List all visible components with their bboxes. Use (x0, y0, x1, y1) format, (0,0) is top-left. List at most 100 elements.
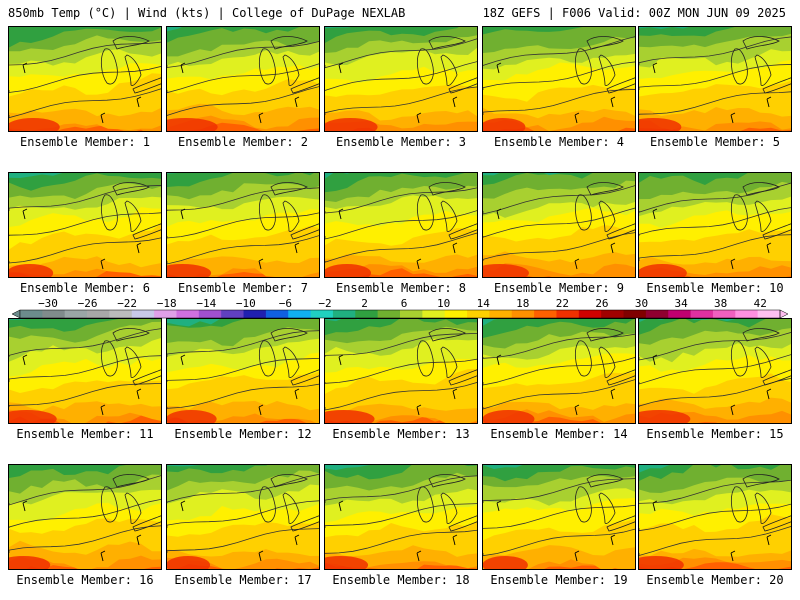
isotherm-contour (639, 36, 791, 65)
colorbar-tick-label: −26 (78, 297, 98, 310)
ensemble-member-map (324, 318, 478, 424)
isotherm-contour (325, 358, 477, 384)
temperature-band (325, 173, 477, 209)
lake-outline (586, 474, 624, 488)
ensemble-member-map (482, 172, 636, 278)
wind-barb (652, 62, 658, 74)
lake-outline (731, 486, 748, 523)
warm-spot (483, 264, 529, 277)
temperature-field (639, 319, 791, 423)
lake-outline (598, 200, 616, 232)
lake-outline (731, 194, 748, 231)
isotherm-contour (639, 526, 791, 556)
warm-spot (325, 556, 369, 569)
lake-outline (132, 223, 161, 240)
colorbar-tick-label: 38 (714, 297, 727, 310)
wind-barb (338, 62, 344, 74)
wind-barb (100, 258, 106, 270)
isotherm-contour (483, 232, 635, 261)
temperature-field (483, 173, 635, 277)
temperature-band (639, 173, 791, 195)
lake-outline (586, 182, 624, 196)
lake-outline (290, 223, 319, 240)
warm-spot (167, 410, 217, 423)
lake-outline (282, 54, 300, 86)
temperature-field (639, 173, 791, 277)
ensemble-member-map (638, 464, 792, 570)
lake-outline (440, 492, 458, 524)
colorbar-tick-label: 18 (516, 297, 529, 310)
member-caption: Ensemble Member: 5 (649, 135, 781, 149)
temperature-band (167, 465, 319, 478)
lake-outline (731, 340, 748, 377)
colorbar-tick-label: −30 (38, 297, 58, 310)
colorbar-swatch (467, 310, 490, 318)
warm-spot (167, 556, 211, 569)
isotherm-contour (167, 528, 319, 553)
temperature-field (483, 319, 635, 423)
temperature-band (167, 173, 319, 206)
member-caption: Ensemble Member: 13 (332, 427, 470, 441)
temperature-field (325, 319, 477, 423)
lake-outline (132, 369, 161, 386)
colorbar-swatch (221, 310, 245, 318)
temperature-band (483, 27, 635, 63)
wind-barb (22, 62, 28, 74)
lake-outline (575, 194, 592, 231)
isotherm-contour (167, 187, 319, 211)
isotherm-contour (325, 210, 477, 240)
lake-outline (270, 36, 308, 50)
member-caption: Ensemble Member: 12 (174, 427, 312, 441)
temperature-band (639, 27, 791, 49)
lake-outline (428, 474, 466, 488)
wind-barb (22, 208, 28, 220)
lake-outline (762, 369, 791, 386)
colorbar-tick-label: 6 (401, 297, 408, 310)
wind-barb (730, 550, 736, 562)
colorbar-tick-label: −2 (318, 297, 331, 310)
lake-outline (270, 328, 308, 342)
lake-outline (742, 182, 780, 196)
isotherm-contour (9, 185, 161, 211)
lake-outline (417, 340, 434, 377)
member-caption: Ensemble Member: 6 (19, 281, 151, 295)
lake-outline (428, 36, 466, 50)
member-caption: Ensemble Member: 3 (335, 135, 467, 149)
colorbar-swatch (422, 310, 446, 318)
temperature-band (167, 319, 319, 339)
isotherm-contour (9, 41, 161, 66)
colorbar-tick-label: −6 (279, 297, 292, 310)
lake-outline (440, 346, 458, 378)
isotherm-contour (483, 504, 635, 529)
isotherm-contour (167, 500, 319, 528)
member-caption: Ensemble Member: 4 (493, 135, 625, 149)
temperature-colorbar: −30 −26 −22 −18 −14 −10 −6 −2 2 6 10 14 18 22 26 30 34 38… (11, 297, 789, 319)
colorbar-swatch (87, 310, 110, 318)
temperature-band (167, 27, 319, 49)
isotherm-contour (639, 354, 791, 385)
colorbar-swatch (668, 310, 692, 318)
warm-spot (483, 410, 535, 423)
wind-barb (452, 388, 458, 400)
lake-outline (112, 328, 150, 342)
temperature-band (325, 465, 477, 487)
lake-outline (270, 182, 308, 196)
lake-outline (742, 328, 780, 342)
isotherm-contour (9, 498, 161, 528)
colorbar-swatch (288, 310, 312, 318)
wind-barb (610, 242, 616, 254)
lake-outline (448, 223, 477, 240)
colorbar-arrow-right (779, 309, 789, 319)
colorbar-swatch (735, 310, 759, 318)
wind-barb (22, 354, 28, 366)
lake-outline (270, 474, 308, 488)
isotherm-contour (325, 61, 477, 91)
colorbar-swatch (400, 310, 423, 318)
colorbar-tick-label: −18 (157, 297, 177, 310)
isotherm-contour (9, 212, 161, 236)
wind-barb (574, 258, 580, 270)
colorbar-swatch (578, 310, 602, 318)
colorbar-swatch (712, 310, 736, 318)
lake-outline (112, 36, 150, 50)
wind-barb (294, 96, 300, 108)
